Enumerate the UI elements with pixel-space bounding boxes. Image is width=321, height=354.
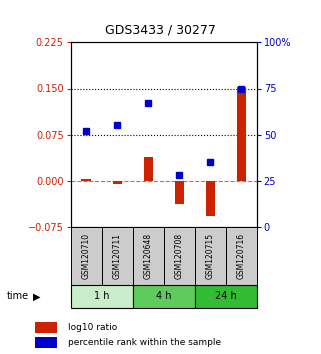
Bar: [71, 227, 102, 285]
Text: log10 ratio: log10 ratio: [67, 323, 117, 332]
Text: GSM120711: GSM120711: [113, 233, 122, 279]
Bar: [143, 157, 153, 181]
Bar: [102, 227, 133, 285]
Text: 4 h: 4 h: [156, 291, 171, 302]
Bar: [112, 181, 122, 184]
Bar: [237, 87, 246, 181]
Bar: [164, 227, 195, 285]
Text: 24 h: 24 h: [215, 291, 237, 302]
Bar: [195, 227, 226, 285]
Bar: [71, 285, 133, 308]
Bar: [35, 322, 56, 333]
Bar: [82, 179, 91, 181]
Bar: [195, 285, 257, 308]
Text: GSM120716: GSM120716: [237, 233, 246, 279]
Bar: [175, 181, 184, 204]
Text: ▶: ▶: [33, 291, 41, 302]
Text: time: time: [6, 291, 29, 302]
Bar: [35, 337, 56, 348]
Text: GDS3433 / 30277: GDS3433 / 30277: [105, 23, 216, 36]
Text: GSM120648: GSM120648: [144, 233, 153, 279]
Text: GSM120708: GSM120708: [175, 233, 184, 279]
Text: GSM120710: GSM120710: [82, 233, 91, 279]
Bar: [226, 227, 257, 285]
Text: GSM120715: GSM120715: [206, 233, 215, 279]
Bar: [133, 285, 195, 308]
Text: percentile rank within the sample: percentile rank within the sample: [67, 338, 221, 347]
Bar: [133, 227, 164, 285]
Text: 1 h: 1 h: [94, 291, 109, 302]
Bar: [205, 181, 215, 216]
